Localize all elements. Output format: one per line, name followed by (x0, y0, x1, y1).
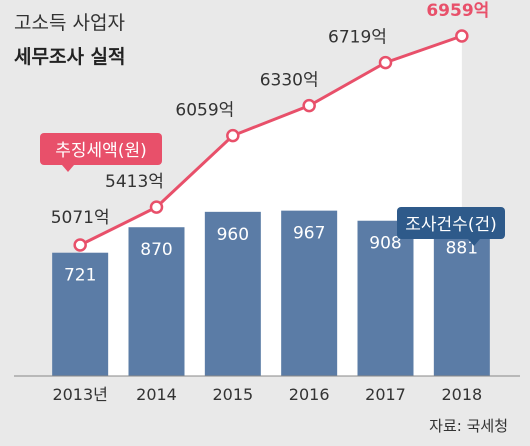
bar-value-label: 908 (369, 234, 401, 254)
line-point (73, 238, 87, 252)
bar-2018 (433, 225, 490, 376)
line-point (149, 200, 164, 214)
line-value-label: 6059억 (175, 101, 234, 121)
x-tick-label: 2013년 (52, 385, 107, 404)
bar-2017 (357, 220, 414, 376)
bar-2016 (281, 210, 338, 376)
x-tick-label: 2014 (136, 385, 177, 404)
x-axis-tick-labels: 2013년 2014 2015 2016 2017 2018 (52, 385, 482, 404)
x-tick-label: 2015 (212, 385, 253, 404)
legend-bar-badge: 조사건수(건) (397, 207, 505, 246)
bar-2014 (128, 227, 185, 376)
x-tick-label: 2016 (289, 385, 330, 404)
line-series (79, 34, 463, 247)
line-points (73, 29, 469, 252)
x-tick-label: 2018 (441, 385, 482, 404)
line-point (455, 29, 469, 43)
line-value-label: 5071억 (51, 208, 110, 228)
line-point (226, 128, 240, 143)
chart-title: 세무조사 실적 (14, 46, 126, 68)
bar-value-label: 881 (446, 238, 478, 258)
x-tick-label: 2017 (365, 385, 406, 404)
line-data-labels: 5071억 5413억 6059억 6330억 6719억 6959억 (51, 1, 490, 228)
bar-value-label: 960 (217, 225, 249, 245)
legend-bar-label: 조사건수(건) (405, 215, 496, 235)
bar-value-label: 870 (140, 240, 172, 260)
legend-line-badge: 추징세액(원) (40, 133, 162, 172)
chart-subtitle: 고소득 사업자 (14, 12, 125, 34)
bar-series: 721 870 960 967 908 881 (52, 210, 490, 376)
line-value-label: 5413억 (105, 172, 164, 192)
line-point (378, 55, 393, 70)
line-value-label: 6330억 (260, 71, 319, 91)
bar-2015 (204, 211, 261, 376)
bar-value-label: 721 (64, 266, 96, 286)
line-value-label: 6719억 (328, 28, 387, 48)
bar-2013년 (52, 252, 109, 376)
source-note: 자료: 국세청 (429, 417, 508, 435)
line-point (302, 98, 316, 113)
legend-line-label: 추징세액(원) (55, 141, 146, 161)
bar-value-label: 967 (293, 224, 325, 244)
line-value-label: 6959억 (426, 1, 489, 21)
